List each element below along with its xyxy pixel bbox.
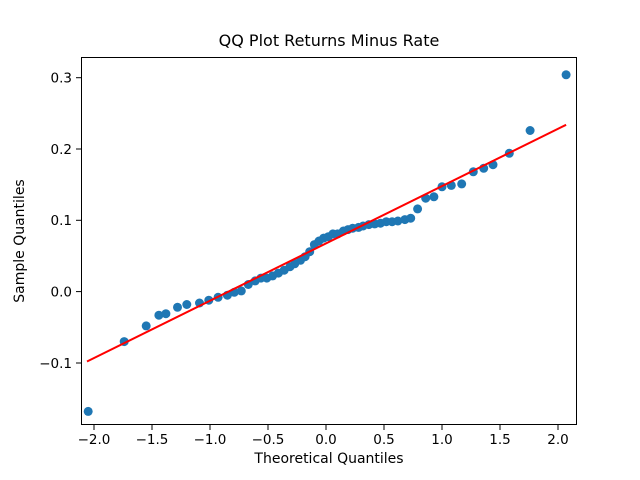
x-tick-label: 2.0 [547,432,568,448]
x-tick-label: −1.0 [194,432,227,448]
scatter-point [154,310,164,320]
scatter-point [161,309,171,319]
scatter-point [457,179,467,189]
scatter-point [182,300,192,309]
scatter-point [525,126,535,135]
chart-title: QQ Plot Returns Minus Rate [219,31,440,50]
plot-area: −2.0 −1.5 −1.0 −0.5 0.0 0.5 1.0 1.5 2.0 0.3 0.2 0.1… [39,57,577,448]
y-tick-label: 0.1 [51,213,72,229]
scatter-point [141,321,151,331]
plot-border [81,57,577,425]
y-tick-label: −0.1 [39,356,72,372]
x-tick-label: 1.0 [431,432,452,448]
fit-line [86,123,567,363]
y-tick-label: 0.3 [51,71,72,87]
scatter-point [406,213,416,223]
scatter-point [83,406,93,416]
scatter-point [236,286,246,296]
x-tick-label: −1.5 [136,432,169,448]
x-tick-label: 1.5 [489,432,510,448]
x-tick-label: −2.0 [78,432,111,448]
scatter-point [561,70,571,80]
x-tick-label: 0.5 [373,432,394,448]
x-tick-label: 0.0 [315,432,336,448]
scatter-point [173,302,182,312]
y-tick-label: 0.0 [51,284,72,300]
y-tick-label: 0.2 [51,142,72,158]
scatter-point [413,204,423,214]
y-axis-label: Sample Quantiles [12,179,28,302]
x-tick-label: −0.5 [252,432,285,448]
x-axis-label: Theoretical Quantiles [253,451,403,467]
scatter-point [393,216,403,226]
scatter-point [429,192,439,202]
